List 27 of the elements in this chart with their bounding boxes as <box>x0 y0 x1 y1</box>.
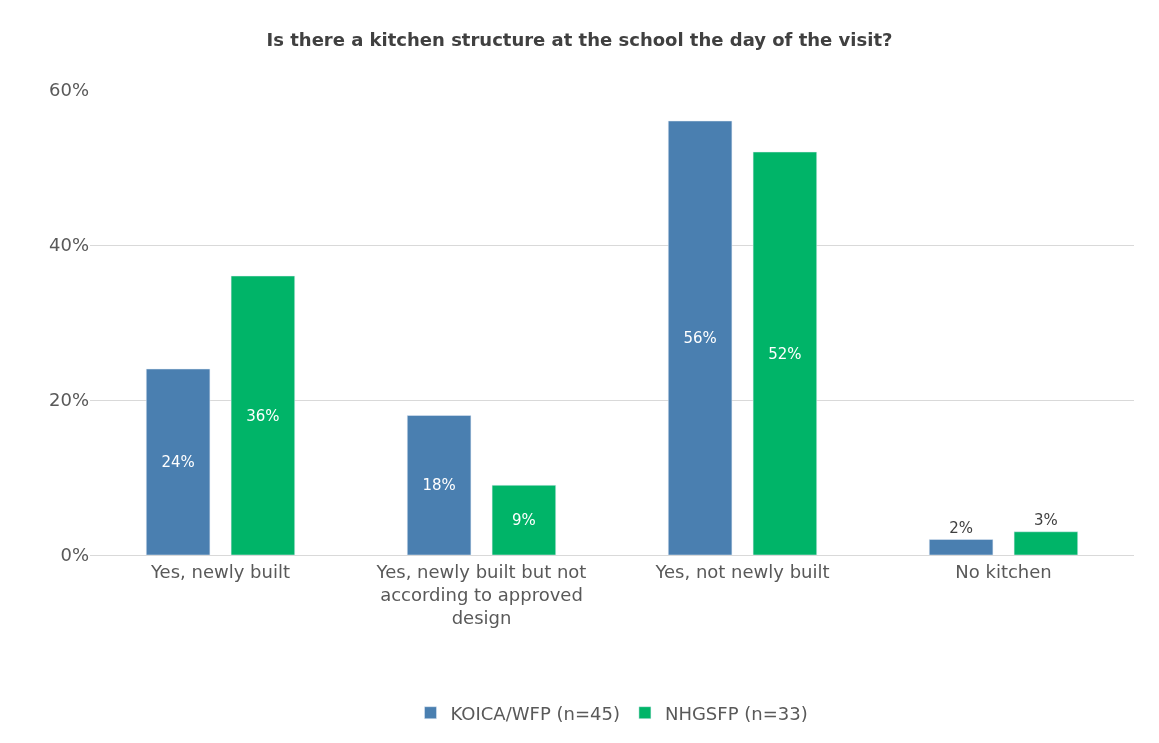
data-label: 3% <box>1034 510 1058 529</box>
data-label: 56% <box>683 329 717 347</box>
bar <box>929 539 994 555</box>
chart-title: Is there a kitchen structure at the school the day of the visit? <box>266 29 893 51</box>
y-tick-label: 60% <box>48 79 89 101</box>
legend-label: NHGSFP (n=33) <box>664 702 808 724</box>
bar <box>407 415 472 555</box>
x-tick-label: Yes, newly built <box>150 560 290 582</box>
x-tick-label: No kitchen <box>955 560 1052 582</box>
bar <box>1013 531 1078 555</box>
data-label: 9% <box>512 511 536 530</box>
data-label: 36% <box>246 406 280 425</box>
bar <box>230 275 295 555</box>
data-label: 24% <box>161 453 195 471</box>
data-label: 52% <box>768 344 802 363</box>
y-tick-label: 20% <box>48 389 89 411</box>
x-tick-label: Yes, not newly built <box>654 560 830 582</box>
bar <box>752 151 817 555</box>
bar <box>146 368 211 555</box>
y-tick-label: 40% <box>48 234 89 256</box>
legend-label: KOICA/WFP (n=45) <box>450 702 620 724</box>
x-tick-label: Yes, newly built but not according to approved design <box>375 560 587 629</box>
bar <box>491 485 556 555</box>
data-label: 18% <box>422 476 456 495</box>
y-tick-label: 0% <box>60 544 89 566</box>
data-label: 2% <box>949 518 973 537</box>
bar <box>668 120 733 555</box>
